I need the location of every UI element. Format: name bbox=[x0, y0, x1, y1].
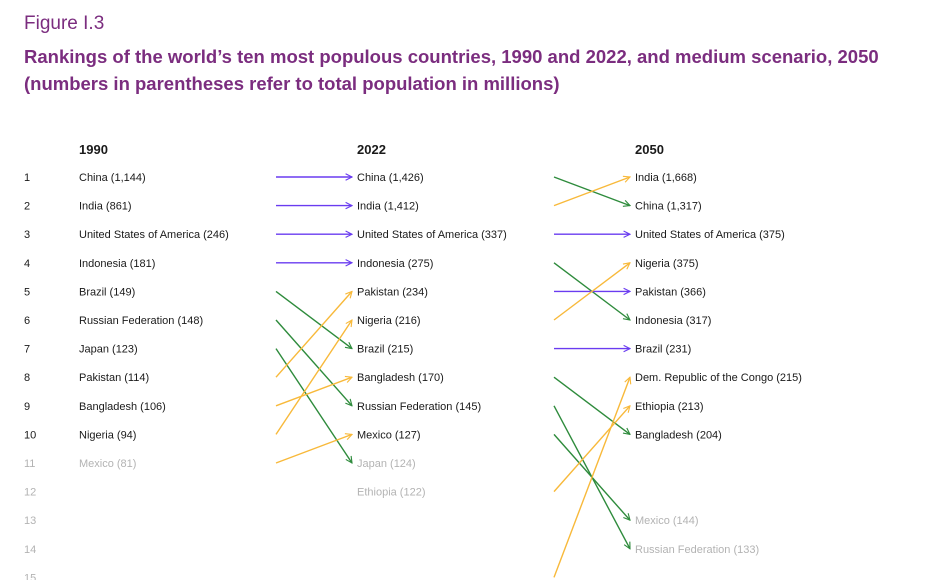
country-label: Dem. Republic of the Congo (215) bbox=[635, 372, 802, 384]
country-label: Mexico (144) bbox=[635, 515, 699, 527]
rank-number: 2 bbox=[24, 201, 30, 213]
country-label: Russian Federation (133) bbox=[635, 544, 759, 556]
country-label: Brazil (149) bbox=[79, 286, 135, 298]
rank-arrow bbox=[275, 320, 352, 435]
rank-arrow bbox=[275, 434, 352, 464]
rank-arrow bbox=[553, 263, 630, 321]
country-label: India (861) bbox=[79, 201, 132, 213]
country-label: Pakistan (114) bbox=[79, 372, 149, 384]
country-label: Bangladesh (204) bbox=[635, 429, 722, 441]
country-label: Indonesia (275) bbox=[357, 258, 433, 270]
rank-number: 3 bbox=[24, 229, 30, 241]
rank-number: 10 bbox=[24, 429, 36, 441]
country-label: Pakistan (366) bbox=[635, 286, 706, 298]
rank-number: 11 bbox=[24, 458, 35, 470]
country-label: Japan (124) bbox=[357, 458, 416, 470]
rank-number: 7 bbox=[24, 344, 30, 356]
country-label: Bangladesh (106) bbox=[79, 401, 166, 413]
column-header-2022: 2022 bbox=[357, 142, 386, 157]
country-label: Ethiopia (213) bbox=[635, 401, 704, 413]
country-label: Brazil (231) bbox=[635, 344, 691, 356]
country-label: United States of America (337) bbox=[357, 229, 507, 241]
country-label: Brazil (215) bbox=[357, 344, 413, 356]
figure-label: Figure I.3 bbox=[24, 13, 105, 34]
rank-arrow bbox=[275, 348, 352, 463]
rank-number: 14 bbox=[24, 544, 36, 556]
rank-number: 6 bbox=[24, 315, 30, 327]
country-label: Japan (123) bbox=[79, 344, 138, 356]
country-label: India (1,412) bbox=[357, 201, 419, 213]
rank-number: 12 bbox=[24, 487, 36, 499]
country-label: United States of America (246) bbox=[79, 229, 229, 241]
rank-number: 9 bbox=[24, 401, 30, 413]
country-label: China (1,144) bbox=[79, 172, 146, 184]
column-header-1990: 1990 bbox=[79, 142, 108, 157]
column-header-2050: 2050 bbox=[635, 142, 664, 157]
rank-number: 4 bbox=[24, 258, 30, 270]
country-label: Ethiopia (122) bbox=[357, 487, 426, 499]
rank-number: 13 bbox=[24, 515, 36, 527]
country-label: Indonesia (317) bbox=[635, 315, 711, 327]
country-label: China (1,426) bbox=[357, 172, 424, 184]
rank-number: 1 bbox=[24, 172, 30, 184]
country-label: Mexico (127) bbox=[357, 429, 421, 441]
country-label: India (1,668) bbox=[635, 172, 697, 184]
country-label: United States of America (375) bbox=[635, 229, 785, 241]
rank-arrow bbox=[275, 319, 352, 406]
country-label: Russian Federation (145) bbox=[357, 401, 481, 413]
country-label: Russian Federation (148) bbox=[79, 315, 203, 327]
rank-arrow bbox=[553, 406, 630, 493]
rank-arrow bbox=[553, 376, 630, 434]
country-label: Bangladesh (170) bbox=[357, 372, 444, 384]
country-label: Nigeria (216) bbox=[357, 315, 421, 327]
country-label: China (1,317) bbox=[635, 201, 702, 213]
rank-arrow bbox=[275, 290, 352, 348]
rank-arrow bbox=[275, 377, 352, 407]
figure-title: Rankings of the world’s ten most populou… bbox=[24, 46, 879, 94]
country-label: Indonesia (181) bbox=[79, 258, 155, 270]
rank-number: 5 bbox=[24, 286, 30, 298]
country-label: Mexico (81) bbox=[79, 458, 136, 470]
rank-number: 8 bbox=[24, 372, 30, 384]
rank-arrow bbox=[553, 377, 630, 578]
country-label: Pakistan (234) bbox=[357, 286, 428, 298]
country-label: Nigeria (375) bbox=[635, 258, 699, 270]
country-label: Nigeria (94) bbox=[79, 429, 136, 441]
rank-number: 15 bbox=[24, 572, 36, 580]
rank-arrow bbox=[553, 177, 630, 207]
rank-arrow bbox=[275, 291, 352, 378]
